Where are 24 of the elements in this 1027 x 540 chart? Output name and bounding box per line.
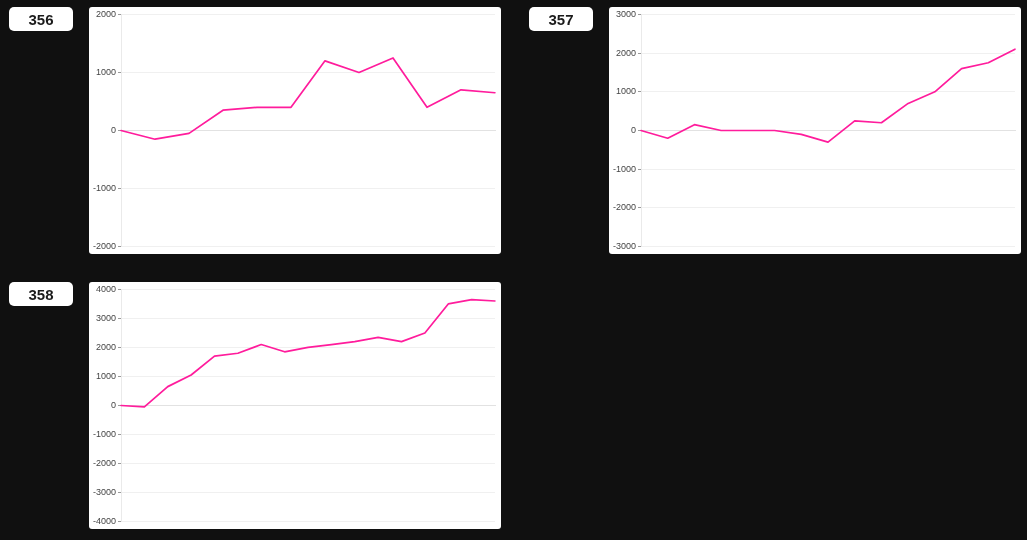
y-tick-label: 4000 — [95, 283, 116, 294]
y-tick-label: -2000 — [612, 202, 636, 213]
y-tick-label: 1000 — [95, 370, 116, 381]
y-tick-label: 0 — [110, 399, 116, 410]
y-tick-label: 2000 — [615, 47, 636, 58]
y-tick-label: 1000 — [95, 66, 116, 77]
y-tick-label: -3000 — [92, 487, 116, 498]
chart-title: 356 — [9, 7, 73, 31]
y-tick-label: 3000 — [615, 8, 636, 19]
y-tick-label: 3000 — [95, 312, 116, 323]
y-tick-label: -2000 — [92, 241, 116, 252]
y-tick-label: 0 — [110, 124, 116, 135]
y-tick-label: 1000 — [615, 86, 636, 97]
y-tick-label: -3000 — [612, 241, 636, 252]
chart-title: 357 — [529, 7, 593, 31]
y-tick-label: -2000 — [92, 458, 116, 469]
y-tick-label: -1000 — [92, 429, 116, 440]
y-tick-label: 2000 — [95, 8, 116, 19]
y-tick-label: -1000 — [612, 163, 636, 174]
y-tick-label: 2000 — [95, 341, 116, 352]
y-tick-label: 0 — [630, 124, 636, 135]
chart-title: 358 — [9, 282, 73, 306]
y-tick-label: -1000 — [92, 183, 116, 194]
y-tick-label: -4000 — [92, 516, 116, 527]
